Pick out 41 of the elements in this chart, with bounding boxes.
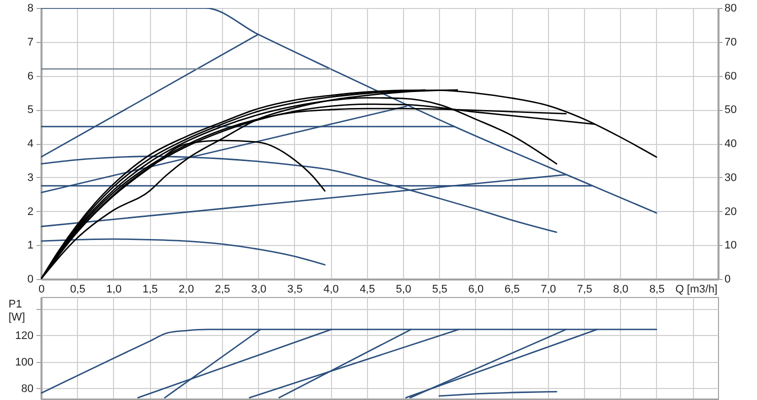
y2-tick-label: 10: [724, 240, 737, 252]
x-tick-label: 8,0: [613, 284, 628, 296]
x-tick-label: 0: [38, 284, 45, 296]
x-tick-label: 5,0: [396, 284, 412, 296]
x-tick-label: 1,5: [142, 284, 158, 296]
y-tick-label: 0: [27, 274, 34, 286]
y-tick-label: 4: [27, 138, 34, 150]
y2-tick-label: 0: [724, 274, 731, 286]
y-tick-label: 6: [27, 70, 34, 82]
x-tick-label: 2,0: [178, 284, 194, 296]
y2-tick-label: 70: [724, 36, 737, 48]
y2-tick-label: 40: [724, 138, 737, 150]
x-tick-label: 5,5: [432, 284, 448, 296]
x-tick-label: 0,5: [70, 284, 86, 296]
y-tick-label: 3: [27, 172, 34, 184]
x-tick-label: 3,5: [287, 284, 303, 296]
y2-tick-label: 20: [724, 206, 737, 218]
y-tick-label: 2: [27, 206, 34, 218]
y-axis-title: P1 [W]: [8, 298, 25, 324]
x-tick-label: 6,5: [504, 284, 520, 296]
x-tick-label: 4,0: [323, 284, 339, 296]
x-tick-label: 1,0: [106, 284, 122, 296]
y-tick-label: 5: [27, 104, 34, 116]
x-tick-label: 7,5: [576, 284, 592, 296]
y-tick-label: 8: [27, 2, 34, 14]
y2-tick-label: 50: [724, 104, 737, 116]
x-tick-label: 7,0: [540, 284, 556, 296]
x-axis-title: Q [m3/h]: [675, 284, 718, 296]
y2-tick-label: 80: [724, 2, 737, 14]
x-tick-label: 4,5: [360, 284, 375, 296]
y-tick-label: 7: [27, 36, 34, 48]
x-tick-label: 6,0: [468, 284, 484, 296]
y2-tick-label: 30: [724, 172, 737, 184]
y-tick-label: 100: [15, 356, 34, 368]
y-tick-label: 120: [15, 330, 34, 342]
x-tick-label: 8,5: [649, 284, 665, 296]
y-tick-label: 1: [27, 240, 34, 252]
y2-tick-label: 60: [724, 70, 737, 82]
x-tick-label: 3,0: [251, 284, 266, 296]
x-tick-label: 2,5: [214, 284, 230, 296]
y-tick-label: 80: [21, 382, 34, 395]
